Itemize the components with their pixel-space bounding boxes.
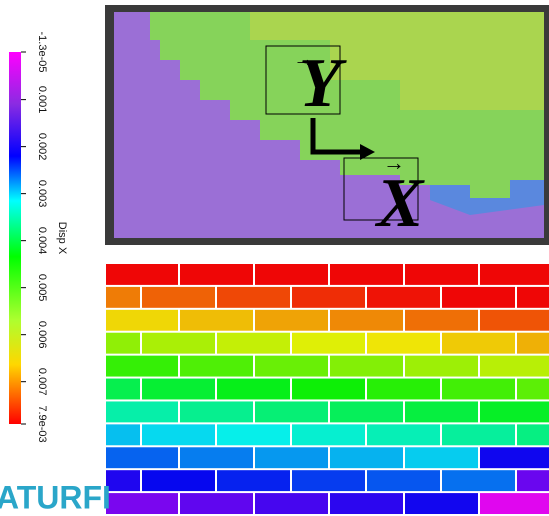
y-box xyxy=(265,45,341,115)
photo-blue xyxy=(430,180,544,215)
brick xyxy=(292,286,365,308)
brick xyxy=(180,447,253,469)
brick xyxy=(106,309,178,331)
brick xyxy=(480,493,549,514)
brick xyxy=(517,332,549,354)
colorbar-tick-label: 7.9e-03 xyxy=(36,405,48,442)
brick xyxy=(480,355,549,377)
brick xyxy=(255,493,328,514)
brick xyxy=(180,493,253,514)
brick xyxy=(217,378,290,400)
brick xyxy=(480,401,549,423)
brick xyxy=(517,286,549,308)
brick xyxy=(480,264,549,285)
brick xyxy=(405,264,478,285)
brick xyxy=(480,447,549,469)
x-arrow: → xyxy=(383,150,405,175)
brick xyxy=(405,493,478,514)
brick xyxy=(480,309,549,331)
brick xyxy=(517,378,549,400)
brick xyxy=(217,470,290,492)
brick xyxy=(106,401,178,423)
colorbar-tick-label: 0.006 xyxy=(36,321,48,349)
logo: ATURFI xyxy=(0,479,111,515)
brick xyxy=(292,470,365,492)
y-label: Y xyxy=(299,45,348,122)
brick xyxy=(405,309,478,331)
brick xyxy=(217,332,290,354)
arrow-head xyxy=(360,144,375,160)
brick xyxy=(142,378,215,400)
brick xyxy=(180,401,253,423)
brick xyxy=(330,309,403,331)
colorbar-tick-label: -1.3e-05 xyxy=(36,32,48,73)
brick xyxy=(367,424,440,446)
brick xyxy=(180,264,253,285)
brick xyxy=(367,378,440,400)
brick xyxy=(330,401,403,423)
colorbar-tick-label: 0.004 xyxy=(36,227,48,255)
brick xyxy=(255,447,328,469)
colorbar-tick-label: 0.002 xyxy=(36,133,48,161)
colorbar xyxy=(9,52,21,424)
brick xyxy=(142,424,215,446)
brick xyxy=(367,286,440,308)
brick xyxy=(106,264,178,285)
brick xyxy=(442,378,515,400)
x-box xyxy=(343,157,419,221)
brick xyxy=(217,286,290,308)
brick xyxy=(330,493,403,514)
brick xyxy=(106,355,178,377)
brick xyxy=(106,378,140,400)
brick xyxy=(142,332,215,354)
axis-arrow xyxy=(310,118,360,155)
colorbar-label: Disp X xyxy=(56,222,68,255)
brick xyxy=(330,447,403,469)
brick xyxy=(292,332,365,354)
brick xyxy=(292,378,365,400)
brick xyxy=(106,424,140,446)
brick xyxy=(292,424,365,446)
brick xyxy=(442,470,515,492)
x-label: X xyxy=(375,165,426,242)
brick xyxy=(405,447,478,469)
brick xyxy=(255,355,328,377)
brick xyxy=(142,286,215,308)
brick xyxy=(106,470,140,492)
brick xyxy=(180,309,253,331)
brick xyxy=(442,424,515,446)
brick xyxy=(255,401,328,423)
brick xyxy=(255,264,328,285)
brick xyxy=(367,332,440,354)
brick xyxy=(106,447,178,469)
colorbar-tick-label: 0.007 xyxy=(36,368,48,396)
brick xyxy=(255,309,328,331)
brick xyxy=(180,355,253,377)
brick xyxy=(330,264,403,285)
brick xyxy=(217,424,290,446)
brick xyxy=(442,286,515,308)
brick xyxy=(405,355,478,377)
brick xyxy=(442,332,515,354)
brick xyxy=(106,493,178,514)
brick xyxy=(405,401,478,423)
brick xyxy=(106,332,140,354)
brick xyxy=(142,470,215,492)
colorbar-tick-label: 0.003 xyxy=(36,180,48,208)
y-arrow: → xyxy=(293,46,315,71)
brick xyxy=(367,470,440,492)
photo-upper-yellow xyxy=(250,12,544,110)
brick xyxy=(517,470,549,492)
colorbar-tick-label: 0.005 xyxy=(36,274,48,302)
brick xyxy=(517,424,549,446)
brick xyxy=(330,355,403,377)
colorbar-tick-label: 0.001 xyxy=(36,86,48,114)
brick xyxy=(106,286,140,308)
